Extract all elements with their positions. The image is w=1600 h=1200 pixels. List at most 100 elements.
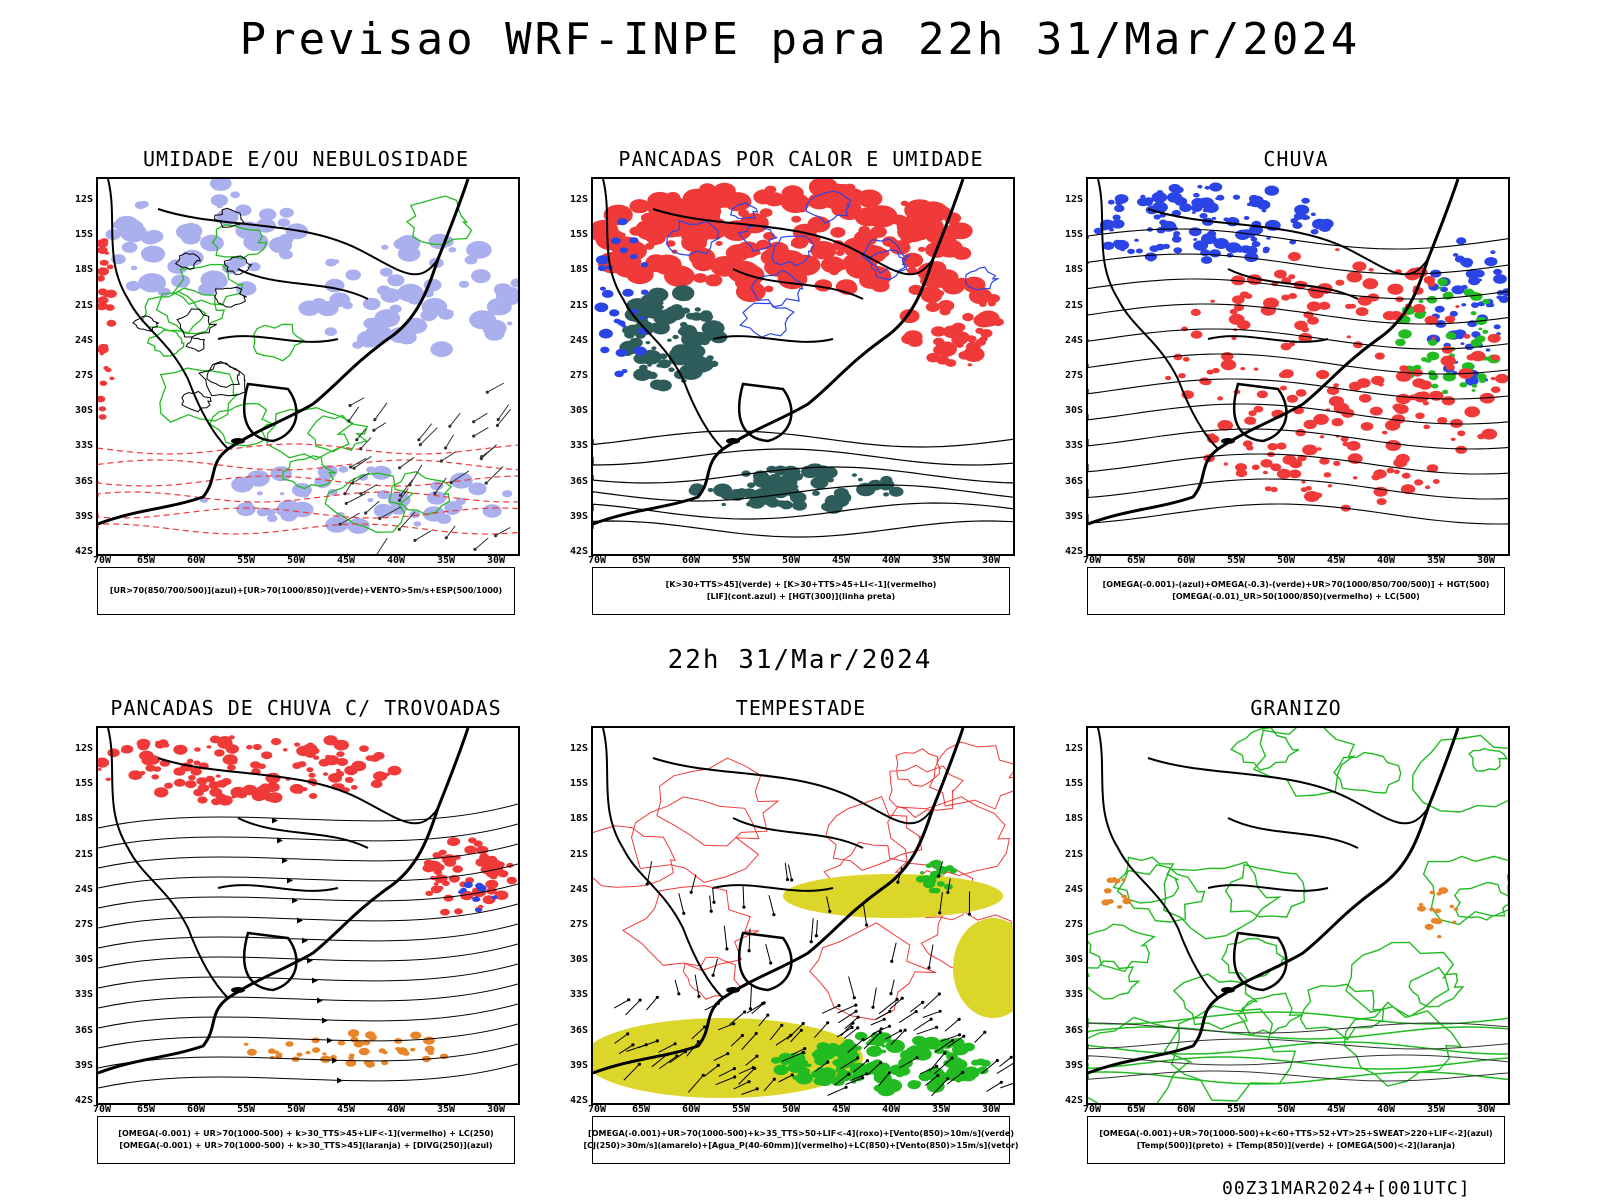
wind-vector: [694, 974, 700, 997]
lon-tick-label: 55W: [1226, 555, 1246, 566]
wind-vector-head: [950, 1056, 954, 1060]
lat-tick-label: 21S: [74, 848, 93, 860]
field-patch: [1306, 301, 1322, 312]
field-patch: [426, 491, 447, 505]
wind-vector-head: [943, 1051, 947, 1055]
field-patch: [866, 1045, 883, 1057]
field-patch: [1313, 413, 1329, 425]
wind-vector: [733, 1081, 750, 1090]
lat-tick-label: 24S: [74, 883, 93, 895]
field-patch: [464, 845, 477, 855]
field-patch: [1203, 202, 1219, 213]
field-patch: [1381, 430, 1388, 435]
field-patch: [409, 510, 421, 519]
field-patch: [936, 881, 945, 887]
field-patch: [1424, 923, 1434, 930]
contour-line: [98, 491, 518, 503]
border-line: [107, 728, 229, 999]
field-patch: [918, 1072, 932, 1082]
field-patch: [1286, 394, 1299, 403]
field-patch: [694, 307, 701, 312]
lon-tick-label: 55W: [236, 1104, 256, 1115]
field-patch: [698, 311, 714, 322]
field-patch: [279, 207, 294, 218]
streamline: [98, 1063, 518, 1089]
wind-vector-head: [957, 1033, 962, 1037]
lat-tick-label: 36S: [1064, 1024, 1083, 1036]
field-patch: [1445, 332, 1457, 340]
contour-line: [1088, 1041, 1508, 1055]
coastline: [1088, 728, 1460, 1075]
field-patch: [289, 783, 304, 794]
streamline: [98, 803, 518, 829]
field-patch: [680, 223, 711, 245]
field-patch: [1113, 878, 1121, 884]
field-patch: [882, 1079, 903, 1093]
contour-line: [1088, 1054, 1508, 1066]
wind-vector: [715, 1076, 735, 1086]
wind-vector-head: [711, 973, 715, 977]
lat-tick-label: 33S: [74, 440, 93, 452]
field-patch: [1204, 185, 1211, 190]
wind-vector-head: [398, 466, 402, 470]
field-patch: [1197, 184, 1203, 189]
field-patch: [1298, 332, 1313, 343]
field-patch: [246, 1048, 257, 1056]
map-umidade: [96, 177, 520, 556]
field-patch: [1242, 440, 1253, 448]
wind-vector: [878, 999, 898, 1015]
field-patch: [308, 772, 316, 778]
field-patch: [945, 359, 957, 367]
field-patch: [337, 1040, 346, 1046]
field-patch: [896, 1066, 911, 1076]
field-patch: [802, 224, 808, 228]
field-patch: [773, 1064, 789, 1076]
field-patch: [389, 304, 402, 314]
wind-vector-head: [732, 1022, 736, 1026]
wind-vector: [891, 942, 897, 962]
lat-tick-label: 15S: [74, 778, 93, 790]
wind-vector: [947, 1035, 965, 1048]
field-patch: [1114, 239, 1130, 251]
field-patch: [693, 357, 714, 372]
field-patch: [211, 798, 222, 806]
streamline-arrow: [332, 1057, 338, 1064]
lat-tick-label: 15S: [569, 229, 588, 241]
wind-vector-head: [852, 996, 856, 1000]
field-patch: [502, 490, 513, 498]
wind-vector-head: [645, 882, 649, 886]
field-patch: [976, 310, 1000, 327]
lon-tick-label: 60W: [681, 1104, 701, 1115]
wind-vector-head: [673, 1042, 677, 1046]
field-patch: [1374, 352, 1385, 360]
contour-line: [1411, 734, 1508, 813]
lat-tick-label: 33S: [74, 989, 93, 1001]
field-patch: [1261, 209, 1267, 213]
lat-tick-label: 39S: [569, 1059, 588, 1071]
wind-vector: [1000, 1082, 1013, 1089]
lat-tick-label: 39S: [74, 510, 93, 522]
wind-vector: [348, 406, 360, 422]
wind-vector: [712, 887, 715, 903]
lon-tick-label: 70W: [587, 555, 607, 566]
field-patch: [423, 506, 445, 522]
field-patch: [1112, 214, 1121, 221]
wind-vector: [821, 1005, 840, 1014]
field-patch: [103, 344, 109, 348]
field-patch: [1352, 261, 1367, 272]
field-patch: [196, 777, 208, 785]
field-patch: [489, 873, 498, 880]
field-patch: [1464, 406, 1480, 418]
field-patch: [140, 231, 160, 245]
field-patch: [1134, 238, 1139, 242]
wind-vector-head: [373, 418, 377, 422]
map-canvas: [1088, 179, 1508, 526]
lat-tick-label: 33S: [1064, 440, 1083, 452]
field-patch: [104, 289, 117, 298]
wind-vector: [784, 862, 788, 880]
lon-tick-label: 65W: [631, 1104, 651, 1115]
field-patch: [1289, 459, 1303, 469]
map-layer: [593, 728, 1013, 1098]
wind-vector: [703, 1065, 719, 1077]
contour-line: [1088, 503, 1508, 525]
